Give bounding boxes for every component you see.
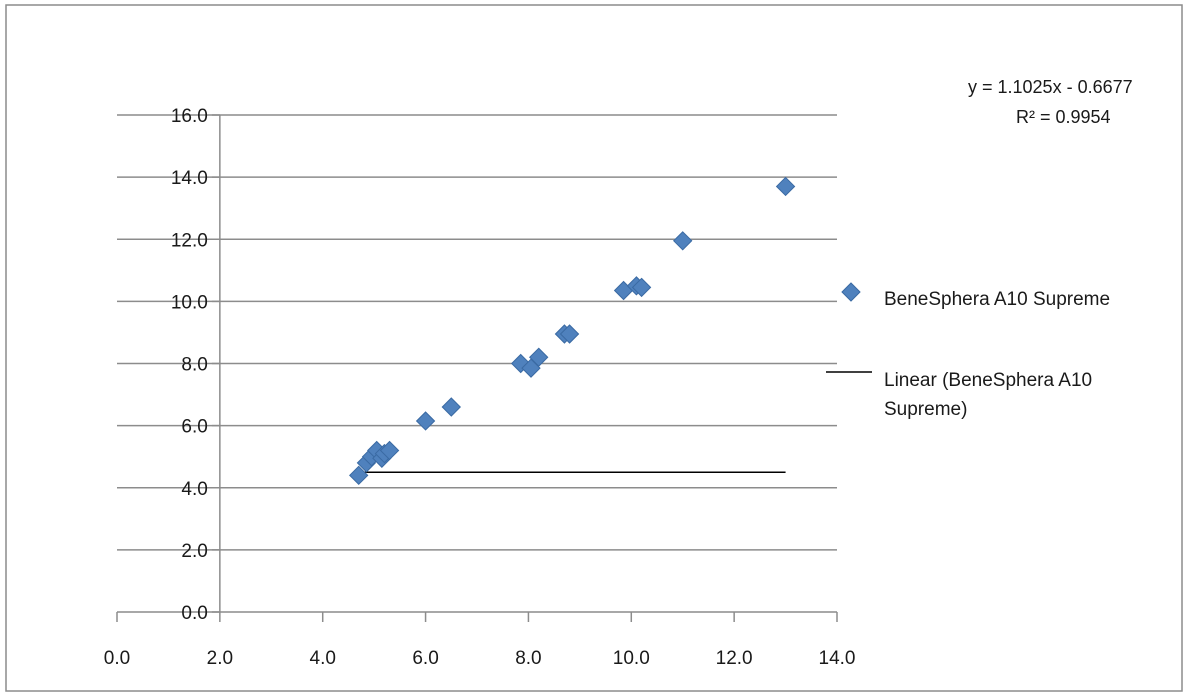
gridlines [117, 114, 837, 551]
data-point-13 [559, 324, 580, 344]
x-tick-label-0: 0.0 [104, 648, 130, 669]
legend-label-trendline-line1: Linear (BeneSphera A10 [884, 370, 1092, 391]
y-tick-label-4: 8.0 [181, 355, 207, 376]
x-tick-label-6: 12.0 [716, 648, 753, 669]
data-point-8 [441, 397, 461, 417]
data-point-7 [415, 411, 436, 431]
regression-equation: y = 1.1025x - 0.6677 [968, 77, 1133, 97]
y-tick-label-1: 2.0 [181, 541, 207, 562]
legend-marker-diamond [841, 282, 861, 302]
data-point-18 [775, 176, 796, 197]
legend-label-series: BeneSphera A10 Supreme [884, 289, 1110, 310]
data-point-16 [631, 277, 652, 298]
x-tick-label-4: 8.0 [515, 648, 541, 669]
legend: BeneSphera A10 Supreme Linear (BeneSpher… [826, 282, 1110, 420]
r-squared-value: R² = 0.9954 [1016, 107, 1111, 127]
chart-frame [5, 4, 1183, 692]
y-tick-labels: 0.0 2.0 4.0 6.0 8.0 10.0 12.0 14.0 16.0 [171, 106, 208, 624]
legend-label-trendline-line2: Supreme) [884, 399, 967, 420]
x-tick-label-2: 4.0 [310, 648, 336, 669]
data-point-17 [673, 231, 693, 251]
y-tick-label-5: 10.0 [171, 292, 208, 313]
legend-label-trendline: Linear (BeneSphera A10 Supreme) [884, 370, 1097, 420]
y-tick-label-3: 6.0 [181, 417, 207, 438]
data-point-6 [379, 440, 400, 461]
y-tick-label-6: 12.0 [171, 230, 208, 251]
y-tick-label-2: 4.0 [181, 479, 207, 500]
axes [116, 114, 838, 622]
x-tick-labels: 0.0 2.0 4.0 6.0 8.0 10.0 12.0 14.0 [104, 648, 856, 669]
data-points [349, 176, 796, 486]
x-tick-label-3: 6.0 [412, 648, 438, 669]
x-tick-label-1: 2.0 [207, 648, 233, 669]
x-tick-label-5: 10.0 [613, 648, 650, 669]
x-tick-label-7: 14.0 [819, 648, 856, 669]
y-tick-label-7: 14.0 [171, 168, 208, 189]
y-tick-label-0: 0.0 [181, 603, 207, 624]
y-tick-label-8: 16.0 [171, 106, 208, 127]
data-point-0 [349, 465, 369, 486]
data-point-11 [529, 347, 549, 367]
